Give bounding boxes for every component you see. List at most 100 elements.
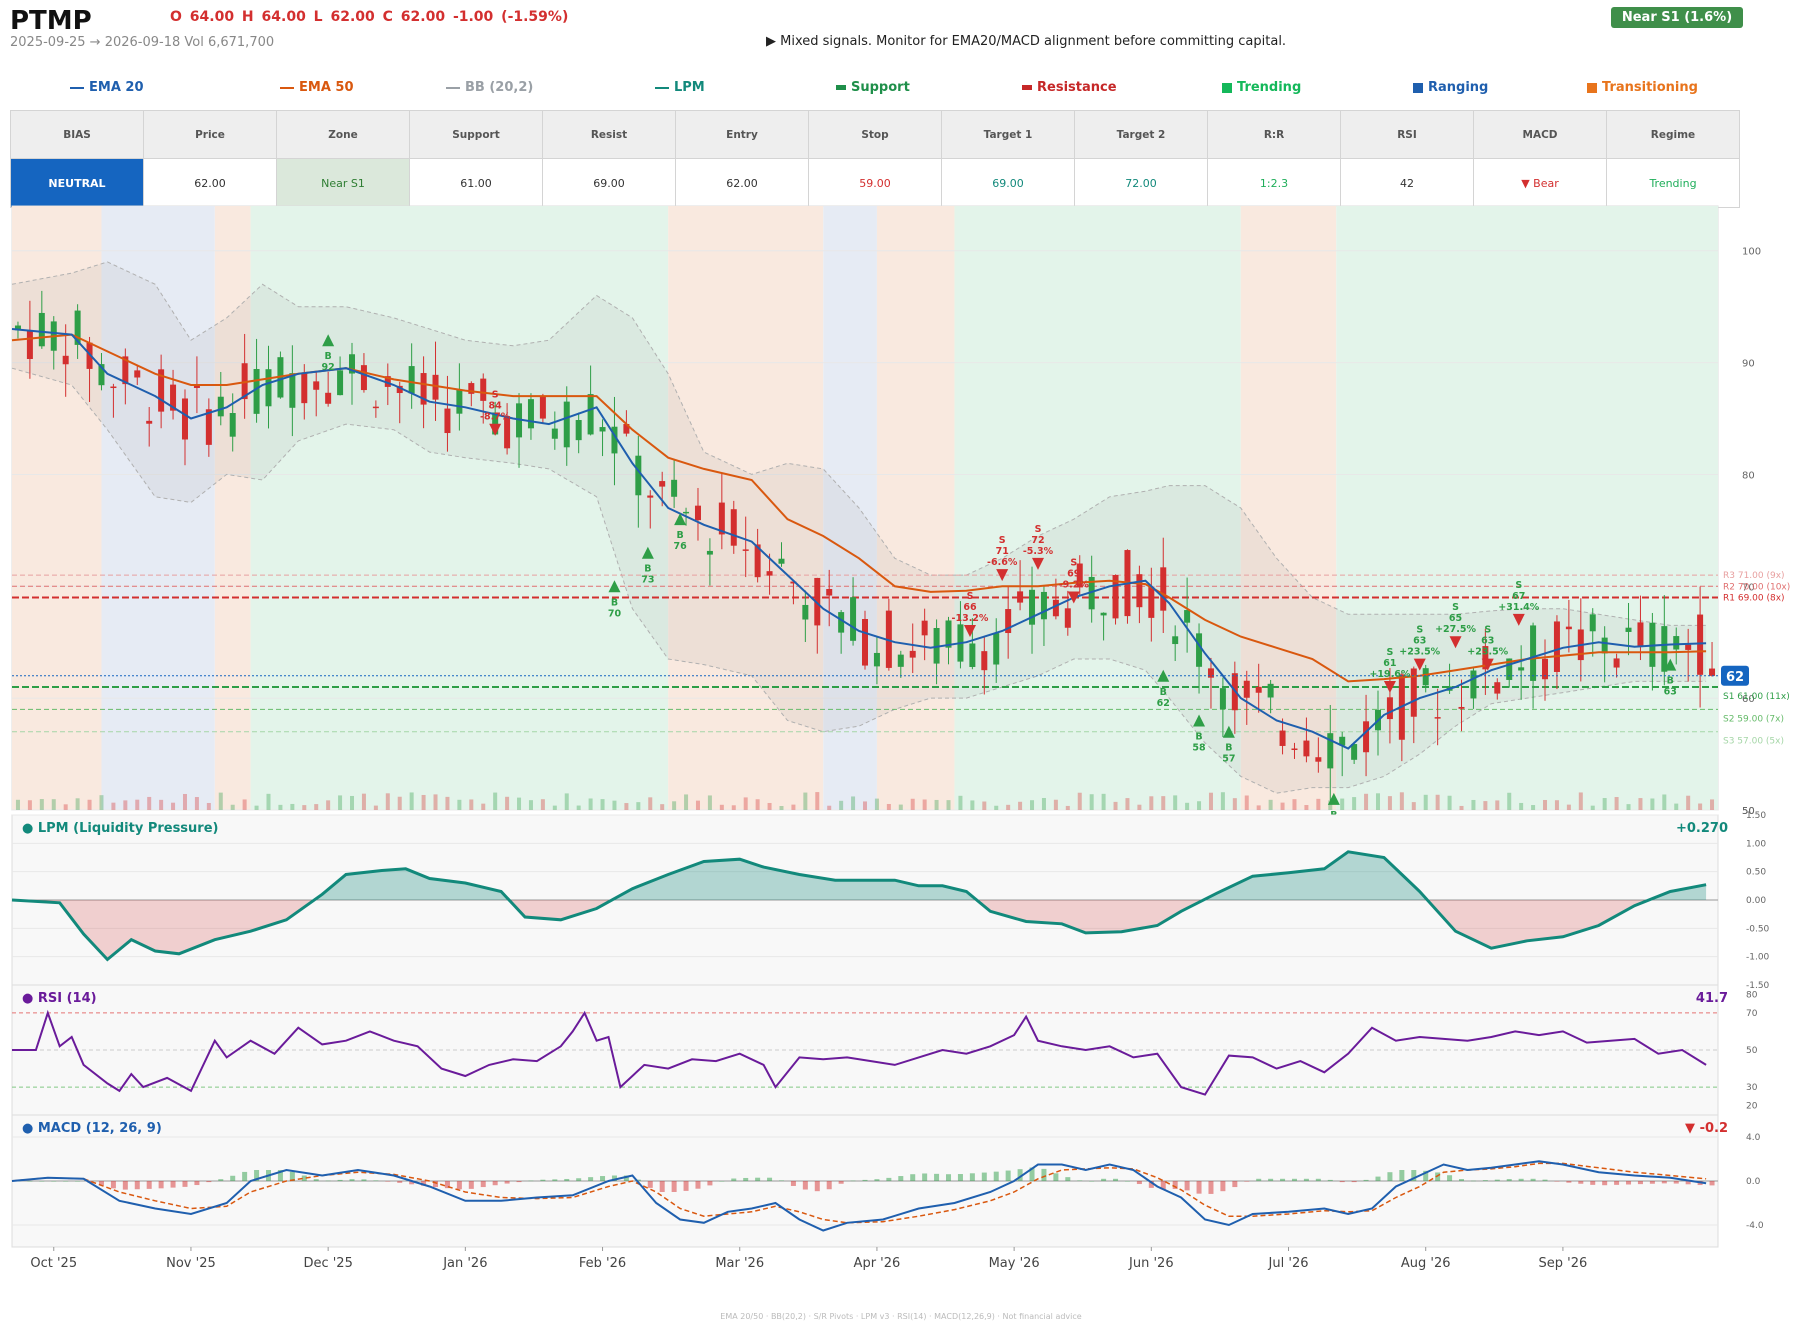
candle-body <box>1601 637 1608 654</box>
candle-body <box>289 373 296 408</box>
macd-title: ● MACD (12, 26, 9) <box>22 1121 162 1136</box>
volume-bar <box>1316 798 1321 810</box>
volume-bar <box>505 796 510 810</box>
table-cell-target-2: 72.00 <box>1074 158 1208 208</box>
x-tick-label: Sep '26 <box>1539 1256 1588 1271</box>
candle-body <box>134 370 141 378</box>
candle-body <box>1207 668 1214 678</box>
candle-body <box>730 509 737 546</box>
sell-signal-label: 69 <box>1067 568 1080 579</box>
table-header-support: Support <box>409 110 543 159</box>
volume-bar <box>672 801 677 810</box>
lpm-y-tick-label: 1.50 <box>1746 811 1766 821</box>
candle-body <box>1005 609 1012 634</box>
level-label-r2: R2 70.00 (10x) <box>1723 582 1790 592</box>
candle-body <box>1184 610 1191 623</box>
level-label-r1: R1 69.00 (8x) <box>1723 593 1785 603</box>
table-cell-target-1: 69.00 <box>941 158 1075 208</box>
volume-bar <box>1710 799 1715 810</box>
macd-histogram-bar <box>623 1175 629 1181</box>
candle-body <box>969 643 976 667</box>
volume-bar <box>564 793 569 810</box>
candle-body <box>337 370 344 396</box>
volume-bar <box>206 802 211 810</box>
candle-body <box>1160 567 1167 611</box>
macd-histogram-bar <box>922 1173 928 1181</box>
lpm-y-tick-label: -1.50 <box>1746 981 1770 991</box>
buy-signal-marker <box>1327 792 1340 805</box>
macd-histogram-bar <box>1387 1172 1393 1181</box>
legend-label: EMA 20 <box>89 80 144 95</box>
candle-body <box>1040 591 1047 620</box>
volume-bar <box>99 795 104 810</box>
macd-histogram-bar <box>361 1179 367 1181</box>
volume-bar <box>1364 793 1369 810</box>
x-tick-label: Aug '26 <box>1401 1256 1451 1271</box>
legend-label: EMA 50 <box>299 80 354 95</box>
rsi-y-tick-label: 50 <box>1746 1046 1758 1056</box>
volume-bar <box>1566 804 1571 810</box>
volume-bar <box>1519 802 1524 810</box>
candle-body <box>14 325 21 331</box>
volume-bar <box>612 800 617 810</box>
macd-histogram-bar <box>993 1171 999 1181</box>
volume-bar <box>648 797 653 810</box>
volume-bar <box>636 802 641 810</box>
macd-histogram-bar <box>39 1181 45 1182</box>
table-header-macd: MACD <box>1473 110 1607 159</box>
volume-bar <box>600 799 605 810</box>
macd-histogram-bar <box>540 1179 546 1181</box>
sell-signal-label: S <box>999 535 1006 546</box>
volume-bar <box>1280 802 1285 810</box>
lpm-y-tick-label: 0.00 <box>1746 896 1766 906</box>
volume-bar <box>1256 805 1261 810</box>
volume-bar <box>540 799 545 810</box>
volume-bar <box>707 795 712 810</box>
macd-histogram-bar <box>1124 1181 1130 1182</box>
volume-bar <box>27 800 32 810</box>
volume-bar <box>1543 799 1548 810</box>
macd-histogram-bar <box>1482 1180 1488 1181</box>
candle-body <box>1315 757 1322 762</box>
volume-bar <box>1185 802 1190 810</box>
macd-histogram-bar <box>468 1181 474 1189</box>
candle-body <box>360 365 367 391</box>
volume-bar <box>1674 803 1679 810</box>
candle-body <box>1661 626 1668 672</box>
volume-bar <box>576 805 581 810</box>
x-tick-label: Jul '26 <box>1268 1256 1309 1271</box>
volume-bar <box>1614 797 1619 810</box>
sell-signal-label: -8.7% <box>480 412 511 423</box>
candle-body <box>504 416 511 449</box>
volume-bar <box>528 800 533 810</box>
volume-bar <box>1650 798 1655 810</box>
macd-histogram-bar <box>1172 1181 1178 1189</box>
candle-body <box>444 408 451 434</box>
candle-body <box>1542 658 1549 680</box>
candle-body <box>909 650 916 658</box>
macd-histogram-bar <box>862 1179 868 1181</box>
candle-body <box>802 604 809 620</box>
footer-note: EMA 20/50 · BB(20,2) · S/R Pivots · LPM … <box>720 1312 1082 1321</box>
macd-histogram-bar <box>1518 1178 1524 1181</box>
sell-signal-label: 63 <box>1481 636 1494 647</box>
sell-signal-label: 67 <box>1512 591 1525 602</box>
candle-body <box>480 378 487 401</box>
macd-histogram-bar <box>1268 1178 1274 1181</box>
volume-bar <box>1554 800 1559 810</box>
macd-histogram-bar <box>63 1181 69 1182</box>
volume-bar <box>1161 796 1166 810</box>
lpm-title: ● LPM (Liquidity Pressure) <box>22 821 218 836</box>
macd-histogram-bar <box>611 1175 617 1181</box>
candle-body <box>838 612 845 633</box>
candle-body <box>1029 589 1036 625</box>
macd-histogram-bar <box>1148 1181 1154 1188</box>
table-header-regime: Regime <box>1606 110 1740 159</box>
macd-histogram-bar <box>1232 1181 1238 1188</box>
candle-body <box>170 384 177 411</box>
volume-bar <box>803 792 808 810</box>
volume-bar <box>1030 800 1035 810</box>
sell-signal-label: 61 <box>1383 658 1396 669</box>
macd-histogram-bar <box>957 1174 963 1181</box>
macd-histogram-bar <box>1411 1170 1417 1181</box>
